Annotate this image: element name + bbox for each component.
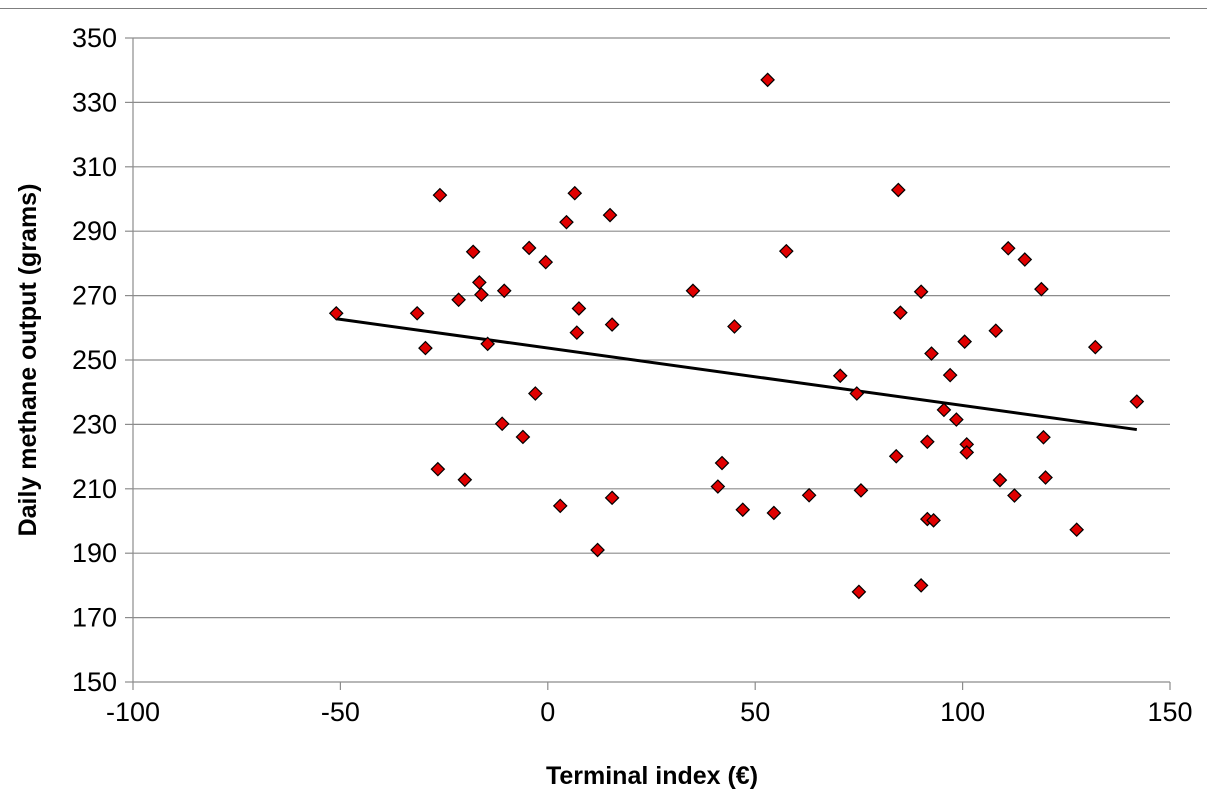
y-tick-label: 190 bbox=[72, 538, 117, 568]
data-point bbox=[1034, 281, 1049, 297]
data-point bbox=[1007, 488, 1022, 503]
data-point bbox=[1036, 429, 1051, 445]
data-point bbox=[727, 319, 742, 334]
data-point bbox=[567, 185, 583, 201]
data-point bbox=[992, 472, 1008, 488]
data-point bbox=[571, 301, 587, 316]
data-point bbox=[528, 386, 543, 401]
data-point bbox=[521, 240, 537, 256]
x-tick-label: 50 bbox=[740, 697, 770, 727]
data-point bbox=[328, 305, 344, 321]
data-point bbox=[602, 207, 618, 223]
data-point bbox=[893, 305, 908, 321]
data-point bbox=[1038, 470, 1053, 485]
data-point bbox=[1017, 252, 1033, 267]
data-point bbox=[538, 254, 554, 270]
data-point bbox=[451, 292, 466, 308]
data-point bbox=[888, 448, 904, 464]
data-point bbox=[465, 244, 481, 260]
data-point bbox=[559, 214, 574, 230]
data-point bbox=[604, 317, 620, 332]
data-point bbox=[913, 284, 929, 300]
y-tick-label: 170 bbox=[72, 603, 117, 633]
data-point bbox=[913, 578, 929, 593]
y-tick-label: 210 bbox=[72, 474, 117, 504]
data-point bbox=[418, 340, 433, 356]
y-tick-label: 290 bbox=[72, 216, 117, 246]
top-border-line bbox=[0, 8, 1207, 9]
x-tick-label: -100 bbox=[106, 697, 160, 727]
data-points bbox=[328, 72, 1145, 600]
data-point bbox=[430, 461, 446, 477]
data-point bbox=[515, 429, 531, 445]
data-point bbox=[552, 498, 568, 514]
y-tick-label: 150 bbox=[72, 667, 117, 697]
axes bbox=[132, 38, 1171, 690]
data-point bbox=[851, 584, 867, 600]
data-point bbox=[472, 275, 487, 290]
data-point bbox=[685, 283, 701, 299]
data-point bbox=[590, 542, 605, 558]
y-tick-label: 230 bbox=[72, 409, 117, 439]
x-tick-label: 150 bbox=[1147, 697, 1192, 727]
x-tick-label: 100 bbox=[940, 697, 985, 727]
data-point bbox=[1069, 522, 1085, 538]
data-point bbox=[949, 412, 964, 427]
data-point bbox=[919, 434, 935, 450]
data-point bbox=[480, 336, 496, 352]
gridlines bbox=[125, 37, 1170, 683]
data-point bbox=[801, 487, 817, 503]
trendline bbox=[336, 317, 1138, 432]
data-point bbox=[778, 243, 794, 259]
y-tick-label: 310 bbox=[72, 152, 117, 182]
data-point bbox=[942, 367, 958, 383]
data-point bbox=[474, 287, 489, 302]
data-point bbox=[760, 72, 775, 88]
data-point bbox=[959, 445, 975, 460]
y-tick-label: 270 bbox=[72, 281, 117, 311]
data-point bbox=[735, 502, 751, 518]
trendline-group bbox=[336, 317, 1138, 432]
data-point bbox=[710, 479, 726, 494]
y-tick-label: 250 bbox=[72, 345, 117, 375]
data-point bbox=[494, 416, 510, 432]
data-point bbox=[569, 325, 585, 340]
data-point bbox=[1000, 240, 1016, 256]
y-axis-title: Daily methane output (grams) bbox=[14, 184, 42, 537]
data-point bbox=[926, 513, 941, 528]
data-point bbox=[432, 187, 448, 203]
data-point bbox=[714, 455, 730, 471]
data-point bbox=[1087, 339, 1103, 355]
tick-labels: 150 170 190 210 230 250 270 290 310 330 350 -100 -50… bbox=[72, 23, 1193, 727]
data-point bbox=[849, 386, 865, 401]
data-point bbox=[853, 483, 869, 498]
data-point bbox=[457, 472, 473, 488]
x-axis-title: Terminal index (€) bbox=[546, 762, 758, 790]
data-point bbox=[936, 402, 952, 418]
y-tick-label: 330 bbox=[72, 87, 117, 117]
data-point bbox=[766, 505, 782, 521]
data-point bbox=[924, 346, 939, 361]
data-point bbox=[1129, 394, 1145, 409]
data-point bbox=[957, 334, 973, 349]
data-point bbox=[496, 283, 512, 299]
x-tick-label: -50 bbox=[321, 697, 360, 727]
data-point bbox=[890, 182, 906, 198]
y-tick-label: 350 bbox=[72, 23, 117, 53]
x-tick-label: 0 bbox=[540, 697, 555, 727]
data-point bbox=[409, 305, 425, 321]
data-point bbox=[604, 490, 620, 506]
data-point bbox=[832, 368, 848, 384]
data-point bbox=[988, 323, 1004, 339]
